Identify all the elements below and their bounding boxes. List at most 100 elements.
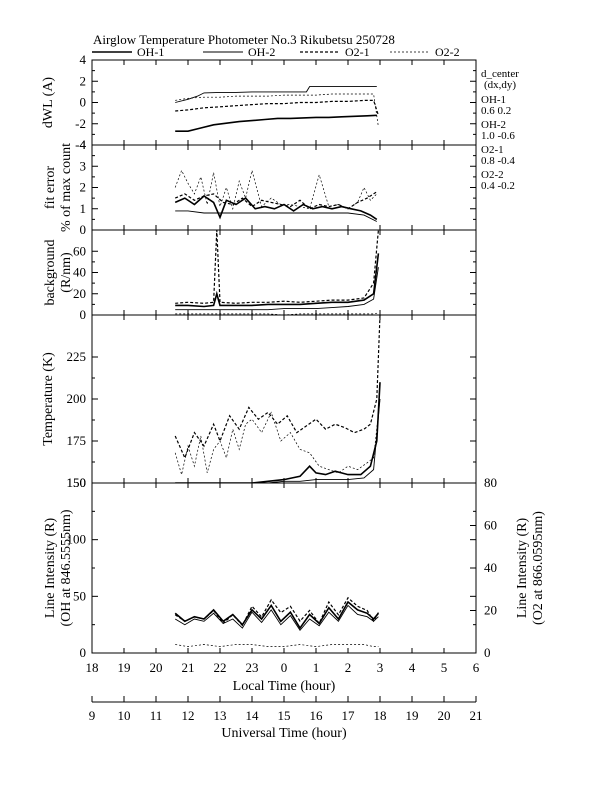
universal-time-tick-label: 14 [246, 708, 260, 723]
universal-time-tick-label: 13 [214, 708, 227, 723]
y-tick-label: 150 [67, 475, 87, 490]
y-axis-label: fit error [43, 166, 58, 209]
panel-frame [91, 482, 477, 654]
y2-axis-label: Line Intensity (R) [515, 518, 530, 619]
universal-time-tick-label: 10 [118, 708, 131, 723]
series-line-o2-1 [174, 315, 381, 460]
local-time-tick-label: 4 [409, 660, 416, 675]
legend-label-oh-2: OH-2 [248, 45, 275, 59]
y-axis-label-line2: % of max count [59, 143, 74, 232]
y-tick-label: 175 [67, 433, 87, 448]
y-axis-label-line2: (R/nm) [59, 252, 74, 293]
legend: OH-1 OH-2 O2-1 O2-2 [92, 45, 460, 59]
y-axis-label: Temperature (K) [41, 352, 56, 446]
y-tick-label: 3 [80, 158, 87, 173]
series-line-o2-1 [175, 230, 379, 304]
y-axis-label: background [43, 239, 58, 305]
universal-time-tick-label: 21 [470, 708, 483, 723]
series-line-o2-2 [175, 644, 379, 647]
series-line-o2-2 [174, 169, 378, 211]
series-line-oh-2 [175, 398, 381, 483]
universal-time-tick-label: 9 [89, 708, 96, 723]
y-tick-label: 50 [73, 588, 86, 603]
y-tick-label: -4 [75, 137, 86, 152]
panel-frame [91, 59, 477, 146]
series-line-o2-2 [175, 93, 379, 127]
series-line-oh-2 [175, 210, 378, 222]
y-tick-label: 4 [80, 137, 87, 152]
universal-time-axis-label: Universal Time (hour) [221, 726, 347, 741]
y-tick-label: 40 [73, 265, 86, 280]
series-line-o2-2 [174, 398, 381, 476]
chart-title: Airglow Temperature Photometer No.3 Riku… [93, 32, 395, 47]
local-time-tick-label: 6 [473, 660, 480, 675]
y-tick-label: 60 [73, 243, 86, 258]
local-time-tick-label: 0 [281, 660, 288, 675]
local-time-tick-label: 20 [150, 660, 163, 675]
local-time-tick-label: 3 [377, 660, 384, 675]
series-line-oh-1 [175, 253, 380, 308]
panels: -4 -2 0 2 4 dWL (A) 0 1 2 3 4 fit error% of max cou… [41, 52, 546, 660]
series-line-oh-1 [175, 114, 377, 132]
panel-frame [91, 314, 477, 484]
y-tick-label: 0 [80, 95, 87, 110]
series-line-o2-1 [174, 596, 379, 627]
universal-time-tick-label: 15 [278, 708, 291, 723]
series-line-oh-2 [175, 86, 377, 103]
d-center-value-oh-2: 1.0 -0.6 [481, 130, 515, 142]
panel-frame [91, 229, 477, 316]
y-tick-label: 2 [80, 180, 87, 195]
y-axis-label: dWL (A) [41, 77, 56, 129]
y2-tick-label: 80 [484, 475, 497, 490]
local-time-tick-label: 1 [313, 660, 320, 675]
legend-label-oh-1: OH-1 [137, 45, 164, 59]
series-line-oh-2 [174, 604, 379, 632]
universal-time-tick-label: 16 [310, 708, 324, 723]
universal-time-tick-label: 20 [438, 708, 451, 723]
local-time-axis-label: Local Time (hour) [233, 679, 336, 694]
series-line-o2-1 [174, 191, 378, 210]
local-time-tick-label: 5 [441, 660, 448, 675]
y-axis-label: Line Intensity (R) [43, 518, 58, 619]
series-line-oh-1 [175, 382, 381, 483]
panel-frame [91, 144, 477, 231]
y-tick-label: 0 [80, 307, 87, 322]
d-center-value-o2-1: 0.8 -0.4 [481, 155, 515, 167]
panel-temperature-k: 150 175 200 225 Temperature (K) [41, 314, 477, 490]
universal-time-tick-label: 11 [150, 708, 163, 723]
universal-time-tick-label: 12 [182, 708, 195, 723]
local-time-tick-label: 22 [214, 660, 227, 675]
local-time-tick-label: 23 [246, 660, 259, 675]
y-tick-label: 20 [73, 286, 86, 301]
y2-axis-label-line2: (O2 at 866.0595nm) [531, 511, 546, 625]
local-time-tick-label: 2 [345, 660, 352, 675]
legend-label-o2-1: O2-1 [345, 45, 370, 59]
d-center-value-o2-2: 0.4 -0.2 [481, 180, 515, 192]
local-time-tick-label: 18 [86, 660, 99, 675]
series-line-o2-1 [175, 99, 379, 116]
d-center-name-oh-2: OH-2 [481, 119, 506, 131]
y-tick-label: -2 [75, 116, 86, 131]
d-center-value-oh-1: 0.6 0.2 [481, 105, 511, 117]
d-center-header: d_center [481, 68, 519, 80]
y-tick-label: 2 [80, 73, 87, 88]
local-time-tick-label: 21 [182, 660, 195, 675]
d-center-subheader: (dx,dy) [484, 79, 516, 91]
y-tick-label: 0 [80, 645, 87, 660]
y-tick-label: 225 [67, 349, 87, 364]
y-tick-label: 4 [80, 52, 87, 67]
panel-dwl-a: -4 -2 0 2 4 dWL (A) [41, 52, 477, 152]
local-time-tick-label: 19 [118, 660, 131, 675]
universal-time-tick-label: 17 [342, 708, 356, 723]
d-center-annotation: d_center(dx,dy) OH-10.6 0.2 OH-21.0 -0.6 O2… [481, 68, 519, 192]
y2-tick-label: 0 [484, 645, 491, 660]
panel-fit-error: 0 1 2 3 4 fit error% of max count [43, 137, 477, 237]
y-tick-label: 1 [80, 201, 87, 216]
universal-time-tick-label: 18 [374, 708, 387, 723]
y-axis-label-line2: (OH at 846.5555nm) [59, 509, 74, 626]
legend-label-o2-2: O2-2 [435, 45, 460, 59]
d-center-name-o2-1: O2-1 [481, 144, 504, 156]
